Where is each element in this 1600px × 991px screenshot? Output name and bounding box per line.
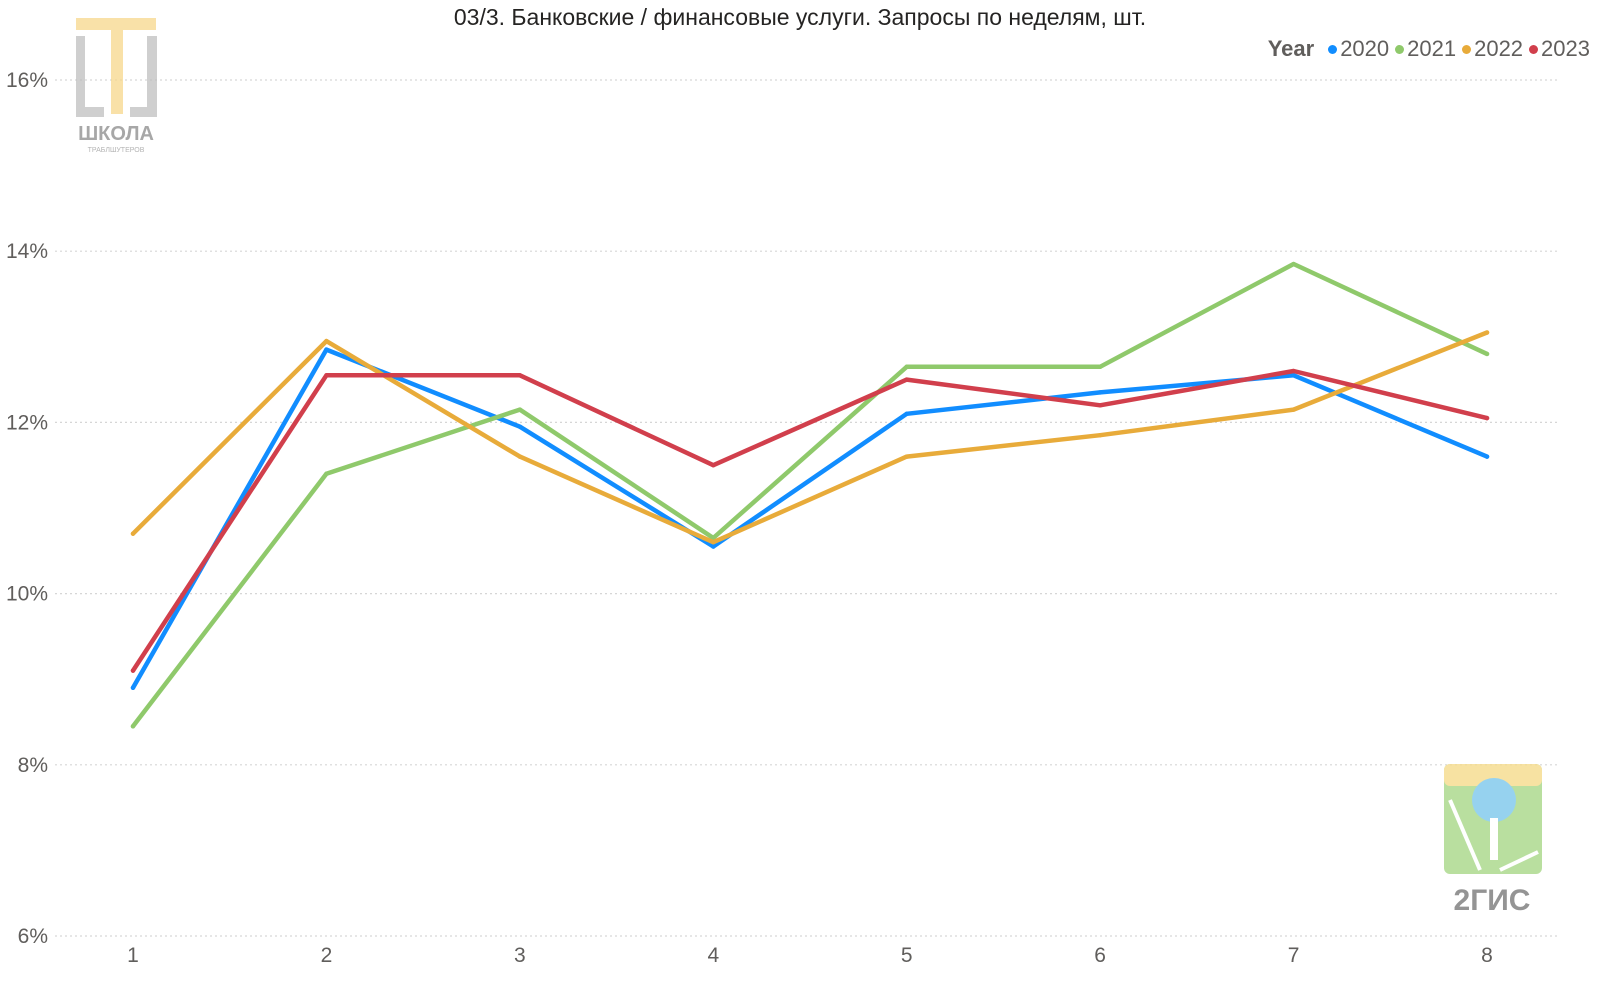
- legend-label: 2022: [1474, 36, 1524, 61]
- 2gis-logo-text: 2ГИС: [1454, 884, 1531, 917]
- data-point-2020[interactable]: [1097, 390, 1103, 395]
- school-logo: ШКОЛА ТРАБЛШУТЕРОВ: [76, 18, 157, 154]
- x-tick-label: 2: [321, 944, 333, 967]
- legend-item-2023[interactable]: 2023: [1529, 36, 1590, 62]
- series-line-2021[interactable]: [130, 261, 1490, 729]
- data-point-2023[interactable]: [130, 668, 136, 673]
- legend-item-2021[interactable]: 2021: [1395, 36, 1456, 62]
- data-point-2020[interactable]: [324, 347, 329, 352]
- data-point-2022[interactable]: [904, 454, 909, 459]
- legend-item-2020[interactable]: 2020: [1328, 36, 1389, 62]
- y-tick-label: 16%: [6, 69, 48, 92]
- data-point-2023[interactable]: [904, 377, 909, 382]
- data-point-2022[interactable]: [130, 531, 136, 536]
- data-point-2021[interactable]: [711, 535, 716, 541]
- data-point-2023[interactable]: [1291, 368, 1296, 374]
- data-point-2022[interactable]: [324, 338, 329, 344]
- data-point-2022[interactable]: [711, 540, 716, 545]
- 2gis-logo: 2ГИС: [1444, 764, 1542, 917]
- data-point-2020[interactable]: [711, 544, 716, 549]
- legend-dot-icon: [1529, 44, 1539, 54]
- data-point-2021[interactable]: [324, 471, 329, 476]
- series-line-2022[interactable]: [130, 330, 1490, 545]
- grid-layer: [55, 79, 1560, 937]
- series-line-2020[interactable]: [130, 347, 1490, 691]
- legend-dot-icon: [1395, 44, 1405, 54]
- y-tick-label: 6%: [18, 925, 48, 948]
- legend-item-2022[interactable]: 2022: [1462, 36, 1523, 62]
- data-point-2023[interactable]: [1484, 415, 1490, 421]
- data-point-2021[interactable]: [1097, 364, 1103, 369]
- school-logo-subtext: ТРАБЛШУТЕРОВ: [88, 147, 145, 154]
- data-point-2020[interactable]: [1484, 454, 1490, 459]
- data-point-2023[interactable]: [517, 373, 523, 378]
- data-point-2021[interactable]: [1484, 351, 1490, 357]
- data-point-2020[interactable]: [1291, 373, 1296, 378]
- x-tick-label: 4: [707, 944, 719, 967]
- data-point-2023[interactable]: [711, 463, 716, 468]
- x-tick-label: 6: [1094, 944, 1106, 967]
- data-point-2022[interactable]: [1097, 433, 1103, 438]
- data-point-2021[interactable]: [517, 407, 523, 412]
- x-tick-label: 5: [901, 944, 913, 967]
- data-point-2022[interactable]: [517, 454, 523, 459]
- data-point-2021[interactable]: [904, 364, 909, 369]
- legend-dot-icon: [1328, 44, 1338, 54]
- legend-label: 2023: [1541, 36, 1590, 61]
- axis-layer: 6% 8% 10% 12% 14% 16% 1 2 3 4 5 6 7 8: [6, 69, 1493, 967]
- legend-dot-icon: [1462, 44, 1472, 54]
- data-point-2020[interactable]: [517, 424, 523, 429]
- data-point-2021[interactable]: [130, 724, 136, 729]
- data-point-2021[interactable]: [1291, 261, 1296, 267]
- data-point-2020[interactable]: [130, 685, 136, 690]
- data-point-2023[interactable]: [1097, 403, 1103, 408]
- x-tick-label: 8: [1481, 944, 1493, 967]
- school-logo-text: ШКОЛА: [78, 123, 154, 145]
- data-point-2020[interactable]: [904, 411, 909, 417]
- y-tick-label: 10%: [6, 583, 48, 606]
- y-tick-label: 12%: [6, 411, 48, 434]
- x-tick-label: 7: [1288, 944, 1300, 967]
- data-point-2023[interactable]: [324, 373, 329, 378]
- series-line-2023[interactable]: [130, 368, 1490, 673]
- y-tick-label: 8%: [18, 754, 48, 777]
- legend-title: Year: [1267, 36, 1315, 61]
- chart-title: 03/3. Банковские / финансовые услуги. За…: [453, 4, 1147, 30]
- x-tick-label: 1: [127, 944, 139, 967]
- data-point-2022[interactable]: [1484, 330, 1490, 335]
- data-point-2022[interactable]: [1291, 407, 1296, 412]
- legend-label: 2020: [1340, 36, 1390, 61]
- series-layer: [130, 261, 1490, 729]
- legend: Year 2020 2021 2022 2023: [1268, 36, 1590, 62]
- legend-label: 2021: [1407, 36, 1457, 61]
- x-tick-label: 3: [514, 944, 526, 967]
- y-tick-label: 14%: [6, 240, 48, 263]
